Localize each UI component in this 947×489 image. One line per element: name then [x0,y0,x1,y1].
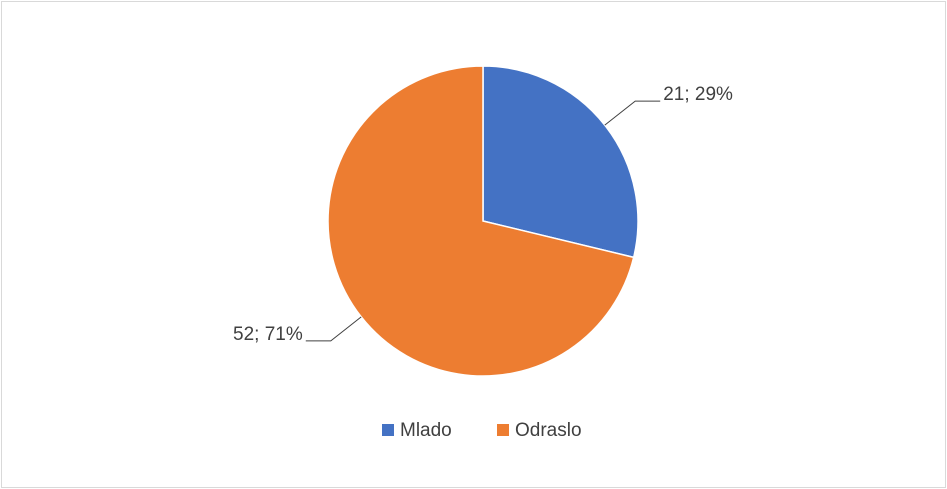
legend-swatch [382,424,394,436]
leader-line [305,316,362,342]
pie-slice [327,65,635,377]
legend-swatch [497,424,509,436]
leader-line [604,100,661,126]
legend-label: Odraslo [515,420,582,441]
data-label: 52; 71% [233,324,303,345]
pie-slice [482,65,639,259]
data-label: 21; 29% [663,84,733,105]
legend-label: Mlado [400,420,452,441]
